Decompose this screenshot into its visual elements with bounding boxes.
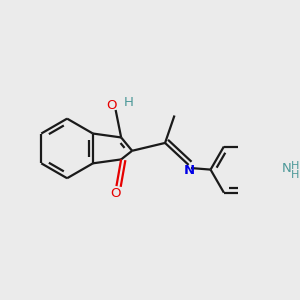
Text: N: N xyxy=(183,164,194,176)
Text: H: H xyxy=(124,96,134,109)
Text: N: N xyxy=(282,161,292,175)
Text: O: O xyxy=(107,99,117,112)
Text: H: H xyxy=(291,170,299,180)
Text: O: O xyxy=(110,187,121,200)
Text: H: H xyxy=(291,161,299,172)
